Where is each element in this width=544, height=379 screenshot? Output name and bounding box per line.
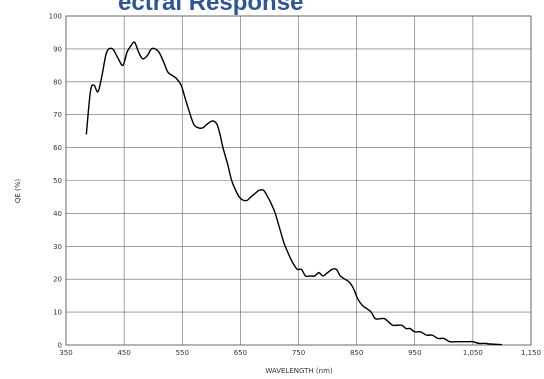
x-tick-label: 850: [350, 349, 363, 357]
y-tick-label: 20: [53, 276, 62, 284]
chart-title: ectral Response: [118, 0, 303, 16]
x-tick-label: 750: [292, 349, 305, 357]
y-tick-label: 70: [53, 111, 62, 119]
qe-curve-line: [85, 41, 502, 346]
y-tick-label: 90: [53, 45, 62, 53]
x-tick-label: 450: [117, 349, 130, 357]
x-tick-label: 1,150: [521, 349, 541, 357]
y-tick-label: 80: [53, 78, 62, 86]
y-tick-label: 40: [53, 210, 62, 218]
y-axis-label: QE (%): [14, 179, 22, 204]
x-tick-label: 650: [234, 349, 247, 357]
x-tick-label: 1,050: [463, 349, 483, 357]
y-tick-label: 50: [53, 177, 62, 185]
grid: [65, 15, 532, 346]
y-tick-label: 30: [53, 243, 62, 251]
y-tick-label: 10: [53, 309, 62, 317]
x-tick-label: 950: [408, 349, 421, 357]
x-axis-label: WAVELENGTH (nm): [265, 367, 333, 375]
tick-labels: 350 450 550 650 750 850 950 1,050 1,150 0 10 20 30 40…: [49, 13, 541, 358]
x-tick-label: 550: [176, 349, 189, 357]
plot-frame: [65, 15, 532, 346]
x-tick-label: 350: [59, 349, 72, 357]
y-tick-label: 100: [49, 13, 62, 21]
y-tick-label: 60: [53, 144, 62, 152]
y-tick-label: 0: [58, 342, 62, 350]
